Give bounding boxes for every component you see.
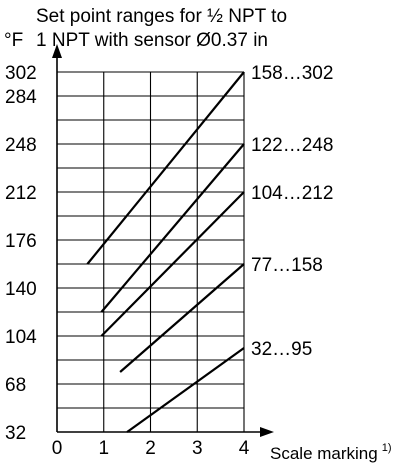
x-tick-label: 3 — [192, 438, 203, 459]
chart-title-line1: Set point ranges for ½ NPT to — [36, 6, 287, 27]
y-tick-label: 104 — [5, 327, 37, 348]
y-tick-label: 140 — [5, 279, 37, 300]
x-axis-label: Scale marking 1) — [270, 442, 392, 463]
y-tick-label: 176 — [5, 231, 37, 252]
x-axis-label-text: Scale marking — [270, 444, 378, 463]
x-axis-footnote: 1) — [382, 442, 392, 454]
chart-title-line2: 1 NPT with sensor Ø0.37 in — [36, 30, 268, 51]
y-tick-label: 68 — [5, 375, 26, 396]
series-line-2 — [100, 191, 245, 337]
range-label-0: 158…302 — [251, 63, 333, 84]
y-axis-unit: °F — [4, 30, 23, 51]
y-tick-label: 32 — [5, 423, 26, 444]
y-tick-label: 212 — [5, 183, 37, 204]
x-tick-label: 0 — [52, 438, 63, 459]
range-label-3: 77…158 — [251, 255, 323, 276]
x-tick-label: 1 — [98, 438, 109, 459]
range-labels: 158…302 122…248 104…212 77…158 32…95 — [251, 63, 333, 360]
range-label-1: 122…248 — [251, 135, 333, 156]
x-tick-label: 2 — [145, 438, 156, 459]
grid — [57, 71, 245, 432]
axes — [52, 44, 274, 437]
tick-labels: 32 68 104 140 176 212 248 284 302 0 1 2 3 4 — [5, 63, 250, 459]
range-label-4: 32…95 — [251, 339, 312, 360]
y-axis-arrow — [52, 44, 62, 58]
y-tick-label: 302 — [5, 63, 37, 84]
y-tick-label: 284 — [5, 87, 37, 108]
series-line-3 — [119, 263, 245, 373]
series-lines — [86, 71, 245, 433]
x-axis-arrow — [260, 427, 274, 437]
y-tick-label: 248 — [5, 135, 37, 156]
series-line-1 — [100, 143, 245, 313]
series-line-0 — [86, 71, 245, 265]
range-label-2: 104…212 — [251, 183, 333, 204]
x-tick-label: 4 — [239, 438, 250, 459]
series-line-4 — [126, 347, 245, 433]
